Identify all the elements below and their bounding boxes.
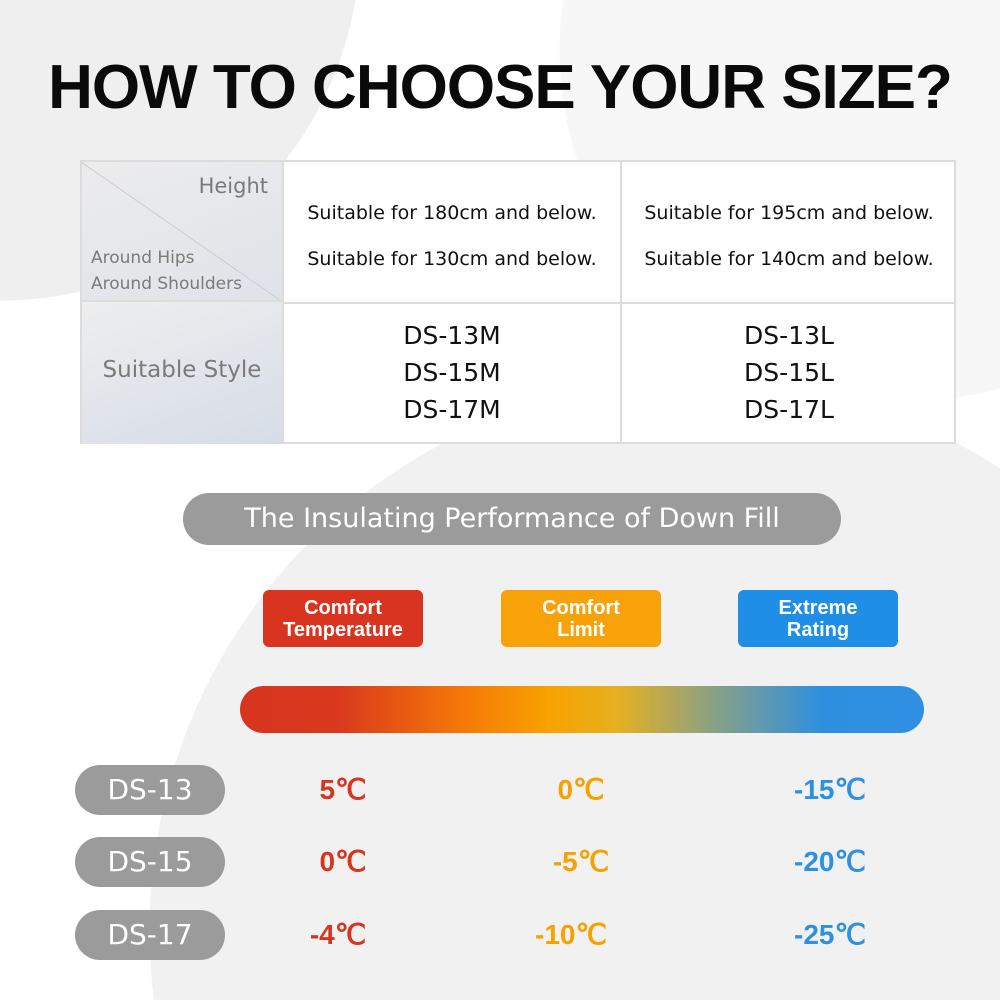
model-pill-ds15: DS-15: [75, 837, 225, 887]
tag-comfort-limit: Comfort Limit: [501, 590, 661, 647]
height-label: Height: [198, 174, 268, 198]
tag-line: Rating: [786, 618, 850, 641]
header-cell-dimensions: Height Around Hips Around Shoulders: [82, 162, 282, 302]
height-l: Suitable for 195cm and below.: [644, 202, 934, 224]
hips-m: Suitable for 130cm and below.: [307, 248, 597, 270]
style-item: DS-17M: [403, 395, 501, 424]
tag-line: Limit: [557, 618, 605, 641]
style-item: DS-15M: [403, 358, 501, 387]
tag-line: Extreme: [778, 596, 858, 619]
style-item: DS-13M: [403, 321, 501, 350]
shoulders-label: Around Shoulders: [91, 274, 242, 294]
ds13-limit: 0℃: [557, 774, 605, 805]
tag-line: Temperature: [283, 618, 403, 641]
ds13-extreme: -15℃: [794, 774, 866, 805]
divider: [282, 302, 954, 304]
style-item: DS-15L: [744, 358, 834, 387]
ds17-comfort: -4℃: [309, 919, 367, 950]
page-title: HOW TO CHOOSE YOUR SIZE?: [48, 53, 953, 122]
model-pill-ds13: DS-13: [75, 765, 225, 815]
ds15-extreme: -20℃: [794, 846, 866, 877]
header-cell-style: Suitable Style: [82, 302, 282, 444]
ds17-limit: -10℃: [535, 919, 607, 950]
ds17-extreme: -25℃: [794, 919, 866, 950]
height-m: Suitable for 180cm and below.: [307, 202, 597, 224]
styles-l: DS-13L DS-15L DS-17L: [622, 317, 956, 428]
insulation-banner: The Insulating Performance of Down Fill: [183, 493, 841, 545]
style-item: DS-13L: [744, 321, 834, 350]
styles-m: DS-13M DS-15M DS-17M: [284, 317, 620, 428]
ds15-comfort: 0℃: [319, 846, 367, 877]
ds15-limit: -5℃: [552, 846, 610, 877]
tag-line: Comfort: [542, 596, 620, 619]
tag-comfort-temperature: Comfort Temperature: [263, 590, 423, 647]
style-item: DS-17L: [744, 395, 834, 424]
ds13-comfort: 5℃: [319, 774, 367, 805]
temperature-gradient-bar: [240, 686, 924, 733]
size-table: Height Around Hips Around Shoulders Suit…: [80, 160, 956, 444]
model-pill-ds17: DS-17: [75, 910, 225, 960]
tag-extreme-rating: Extreme Rating: [738, 590, 898, 647]
hips-label: Around Hips: [91, 248, 195, 268]
style-label: Suitable Style: [102, 357, 262, 383]
hips-l: Suitable for 140cm and below.: [644, 248, 934, 270]
tag-line: Comfort: [304, 596, 382, 619]
